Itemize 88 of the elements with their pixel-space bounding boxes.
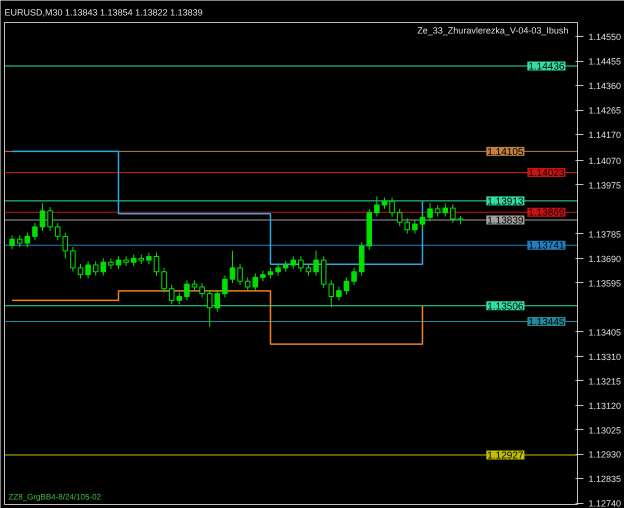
y-tick-label: 1.13785	[588, 229, 622, 240]
candlestick	[382, 197, 388, 210]
ref-line-label: 1.13839	[487, 215, 524, 226]
candlestick	[138, 254, 144, 265]
ref-line-label: 1.13445	[528, 316, 565, 328]
y-tick-label: 1.14455	[588, 56, 622, 67]
candlestick	[450, 204, 456, 224]
ref-line-label: 1.13506	[487, 301, 524, 312]
candlestick	[282, 260, 288, 272]
candlestick	[54, 222, 60, 241]
candlestick	[192, 280, 198, 292]
y-tick-label: 1.13595	[588, 278, 622, 288]
y-tick-label: 1.14550	[588, 32, 622, 42]
candlestick	[100, 258, 106, 276]
y-tick-label: 1.12835	[588, 474, 622, 484]
candlestick	[313, 250, 319, 276]
candlestick	[146, 252, 152, 265]
candlestick	[123, 256, 129, 267]
ref-line-label: 1.14023	[528, 168, 565, 180]
candlestick	[206, 289, 212, 328]
candlestick	[214, 289, 220, 312]
y-tick-label: 1.13975	[588, 180, 622, 190]
y-tick-label: 1.14360	[588, 81, 622, 92]
annotation: ZZ8_GrgBB4-8/24/105-02	[8, 492, 102, 502]
candlestick	[116, 256, 122, 270]
candlestick	[244, 276, 250, 292]
candlestick	[40, 202, 46, 232]
candlestick	[420, 212, 426, 228]
candlestick	[62, 232, 68, 259]
candlestick	[268, 267, 274, 279]
candlestick	[320, 256, 326, 288]
candlestick	[442, 202, 448, 218]
ref-line-label: 1.12927	[487, 450, 524, 462]
candlestick	[168, 284, 174, 305]
y-tick-label: 1.13405	[588, 327, 622, 338]
candlestick	[199, 282, 205, 298]
candlestick	[306, 264, 312, 276]
candlestick	[85, 260, 91, 279]
annotation: Ze_33_Zhuravlerezka_V-04-03_Ibush	[417, 26, 568, 36]
y-tick-label: 1.13310	[588, 352, 622, 362]
candlestick	[260, 270, 266, 282]
candlestick	[374, 196, 380, 218]
candlestick	[252, 273, 258, 292]
candlestick	[298, 256, 304, 272]
candlestick	[161, 267, 167, 294]
candlestick	[130, 254, 136, 267]
candlestick	[78, 264, 84, 279]
candlestick	[230, 250, 236, 284]
candlestick	[16, 234, 22, 248]
candlestick	[389, 197, 395, 218]
ref-line-label: 1.13741	[528, 240, 565, 252]
y-tick-label: 1.14070	[588, 156, 622, 166]
ref-line-label: 1.14105	[487, 146, 524, 158]
candlestick	[24, 232, 30, 248]
candlestick	[344, 276, 350, 295]
candlestick	[184, 280, 190, 301]
y-tick-label: 1.13120	[588, 400, 622, 411]
candlestick	[32, 222, 38, 241]
chart-title: EURUSD,M30 1.13843 1.13854 1.13822 1.13839	[4, 8, 203, 18]
candlestick	[336, 286, 342, 301]
y-tick-label: 1.13215	[588, 376, 622, 386]
candlestick	[275, 264, 281, 276]
candlestick	[434, 204, 440, 218]
candlestick	[222, 274, 228, 298]
ref-line-label: 1.13869	[528, 208, 565, 219]
candlestick	[9, 234, 15, 250]
candlestick	[108, 258, 114, 270]
candlestick	[70, 246, 76, 272]
candlestick	[404, 218, 410, 234]
candlestick	[396, 208, 402, 227]
candlestick	[351, 267, 357, 286]
candlestick	[154, 252, 160, 276]
y-tick-label: 1.13690	[588, 254, 622, 264]
y-tick-label: 1.12740	[588, 498, 622, 508]
y-tick-label: 1.14265	[588, 106, 622, 116]
candlestick	[92, 260, 98, 276]
candlestick	[412, 220, 418, 234]
ref-line-label: 1.13913	[487, 196, 524, 208]
candlestick	[290, 256, 296, 270]
y-tick-label: 1.13025	[588, 425, 622, 436]
ref-line-label: 1.14436	[528, 62, 565, 73]
candlestick	[237, 264, 243, 286]
candlestick	[176, 292, 182, 305]
candlestick	[47, 206, 53, 232]
candlestick	[427, 202, 433, 222]
candlestick	[328, 280, 334, 308]
y-tick-label: 1.14170	[588, 130, 622, 140]
y-tick-label: 1.12930	[588, 450, 622, 460]
